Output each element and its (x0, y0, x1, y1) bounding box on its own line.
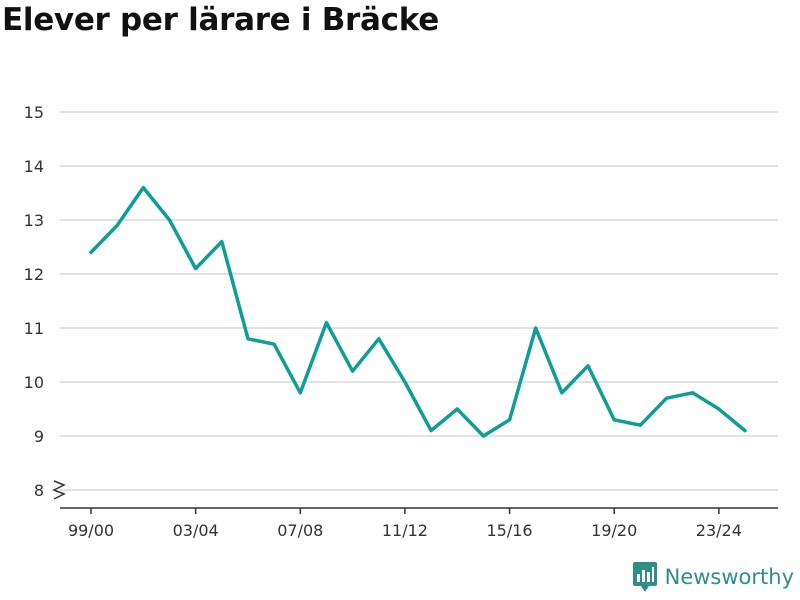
brand-name: Newsworthy (664, 565, 794, 589)
x-tick-label: 23/24 (696, 521, 742, 540)
x-tick-label: 07/08 (277, 521, 323, 540)
series-line (89, 185, 747, 438)
y-tick-label: 15 (24, 103, 44, 122)
newsworthy-logo-icon (632, 562, 657, 592)
x-tick-label: 11/12 (382, 521, 428, 540)
chart-title: Elever per lärare i Bräcke (2, 2, 439, 38)
axis-break-icon (52, 480, 66, 500)
brand-logo: Newsworthy (632, 562, 794, 592)
y-tick-label: 12 (24, 265, 44, 284)
gridlines (60, 111, 778, 491)
y-tick-label: 9 (34, 427, 44, 446)
x-axis: 99/00 03/04 07/08 11/12 15/16 19/20 23/24 (60, 507, 778, 540)
x-tick-label: 15/16 (487, 521, 533, 540)
y-tick-label: 11 (24, 319, 44, 338)
x-tick-label: 03/04 (173, 521, 219, 540)
y-tick-label: 10 (24, 373, 44, 392)
series-group (89, 185, 747, 438)
y-tick-label: 8 (34, 481, 44, 500)
y-tick-label: 14 (24, 157, 44, 176)
y-tick-label: 13 (24, 211, 44, 230)
x-tick-label: 19/20 (591, 521, 637, 540)
x-tick-label: 99/00 (68, 521, 114, 540)
y-axis-ticks: 8 9 10 11 12 13 14 15 (24, 103, 66, 500)
